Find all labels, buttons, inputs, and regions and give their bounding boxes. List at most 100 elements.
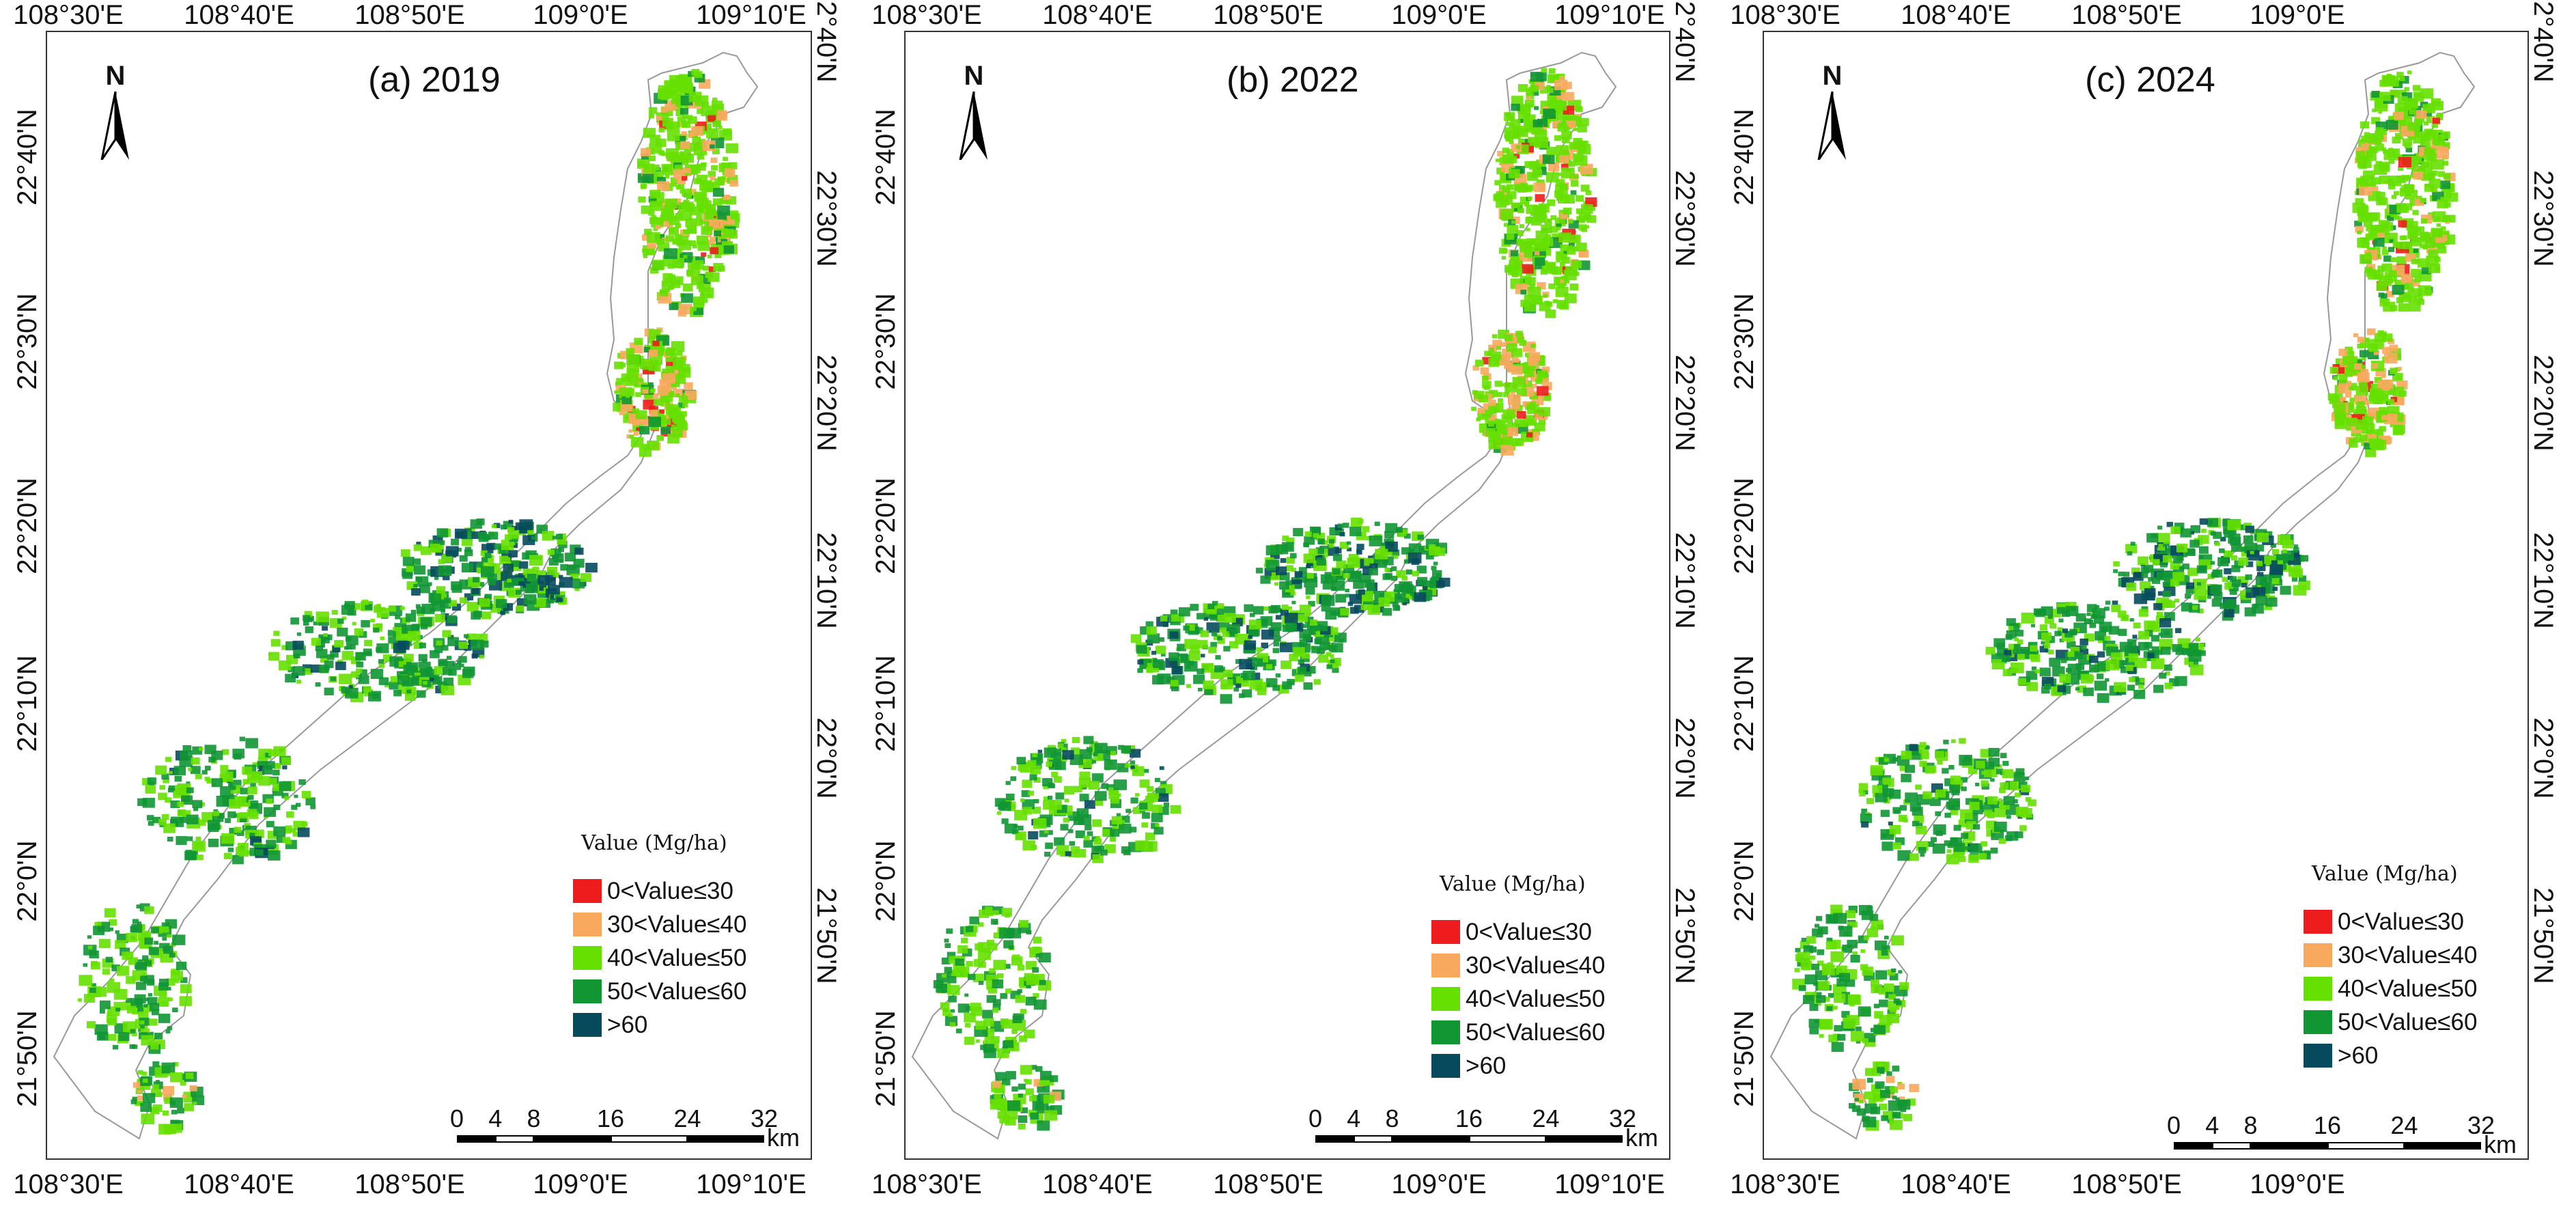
legend-item: 30<Value≤40 [1431, 949, 1605, 982]
legend-swatch [1431, 920, 1460, 944]
scale-label: 4 [488, 1104, 503, 1132]
lat-tick-label-right: 22°10'N [2528, 532, 2558, 629]
panel-title: (b) 2022 [1227, 60, 1359, 100]
scale-label: 8 [1385, 1104, 1399, 1132]
lon-tick-label-bottom: 108°30'E [871, 1169, 982, 1199]
lon-tick-label-top: 108°50'E [1213, 0, 1324, 30]
lon-tick-label-top: 108°50'E [354, 0, 465, 30]
legend-swatch [1431, 954, 1460, 977]
lon-tick-label-bottom: 108°30'E [13, 1169, 124, 1199]
legend-label: 40<Value≤50 [1466, 985, 1606, 1012]
lat-tick-label-right: 22°0'N [1670, 717, 1700, 799]
lon-tick-label-bottom: 109°0'E [1391, 1169, 1487, 1199]
legend-swatch [573, 1013, 602, 1037]
legend-swatch [573, 946, 602, 970]
lat-tick-label-right: 22°20'N [811, 354, 841, 451]
legend-title: Value (Mg/ha) [1440, 872, 1586, 896]
lon-tick-label-top: 109°0'E [533, 0, 628, 30]
legend-swatch [2304, 977, 2332, 1001]
lat-tick-label-right: 22°30'N [1670, 170, 1700, 267]
north-label: N [105, 61, 126, 91]
lon-tick-label-bottom: 109°10'E [696, 1169, 807, 1199]
legend-label: >60 [1466, 1052, 1507, 1079]
legend-title: Value (Mg/ha) [581, 831, 727, 855]
lat-tick-label-left: 22°30'N [12, 293, 42, 390]
scale-segment [457, 1135, 496, 1143]
scale-segment [687, 1135, 764, 1143]
lat-tick-label-right: 22°20'N [2528, 354, 2558, 451]
legend-swatch [1431, 1054, 1460, 1078]
legend-item: >60 [1431, 1049, 1605, 1083]
vegetation-pixels [1792, 70, 2458, 1131]
scale-segment [1354, 1135, 1392, 1143]
lat-tick-label-right: 22°40'N [811, 0, 841, 83]
scale-segment [1545, 1135, 1623, 1143]
legend: Value (Mg/ha) 0<Value≤30 30<Value≤40 40<Val… [573, 831, 746, 1042]
north-label: N [964, 61, 984, 91]
scale-segment [1392, 1135, 1469, 1143]
legend-label: 40<Value≤50 [2338, 975, 2478, 1002]
north-arrow-icon: N [953, 61, 994, 163]
legend-item: 40<Value≤50 [1431, 982, 1605, 1016]
lon-tick-label-top: 108°50'E [2071, 0, 2182, 30]
legend-swatch [1431, 1020, 1460, 1044]
lat-tick-label-right: 22°30'N [2528, 170, 2558, 267]
scale-unit: km [1625, 1124, 1658, 1152]
scale-label: 0 [449, 1104, 464, 1132]
scale-label: 32 [750, 1104, 779, 1132]
lat-tick-label-left: 22°10'N [12, 655, 42, 752]
lat-tick-label-right: 22°10'N [1670, 532, 1700, 629]
legend-swatch [2304, 1010, 2332, 1034]
legend-label: >60 [607, 1011, 648, 1038]
legend-item: 40<Value≤50 [573, 941, 746, 975]
lat-tick-label-left: 21°50'N [871, 1010, 901, 1107]
legend-swatch [2304, 1044, 2332, 1068]
lat-tick-label-right: 22°0'N [2528, 717, 2558, 799]
scale-label: 4 [1347, 1104, 1361, 1132]
legend-swatch [573, 979, 602, 1003]
scale-label: 24 [1532, 1104, 1560, 1132]
legend-item: 50<Value≤60 [573, 975, 746, 1008]
lat-tick-label-left: 22°40'N [12, 109, 42, 206]
lat-tick-label-right: 22°10'N [811, 532, 841, 629]
legend-item: 30<Value≤40 [2304, 938, 2477, 972]
lat-tick-label-right: 22°30'N [811, 170, 841, 267]
lon-tick-label-top: 108°30'E [871, 0, 982, 30]
lon-tick-label-bottom: 108°40'E [184, 1169, 294, 1199]
lat-tick-label-right: 21°50'N [811, 887, 841, 984]
legend-item: 0<Value≤30 [1431, 915, 1605, 949]
lat-tick-label-right: 22°0'N [811, 717, 841, 799]
biomass-map [911, 51, 1617, 1140]
map-frame: N (c) 2024 Value (Mg/ha) 0<Value≤30 30<Value… [1763, 31, 2529, 1160]
lat-tick-label-left: 22°0'N [871, 840, 901, 922]
scale-segment [2212, 1142, 2251, 1150]
biomass-map [1769, 51, 2476, 1140]
lon-tick-label-bottom: 109°10'E [1554, 1169, 1665, 1199]
vegetation-pixels [77, 69, 740, 1135]
scale-segment [495, 1135, 534, 1143]
legend-label: 30<Value≤40 [1466, 951, 1606, 979]
legend-label: 0<Value≤30 [2338, 908, 2464, 935]
scale-bar: 0 4 8 16 24 32 km [450, 1104, 800, 1158]
lon-tick-label-top: 108°40'E [1042, 0, 1153, 30]
scale-segment [611, 1135, 688, 1143]
lon-tick-label-bottom: 108°50'E [354, 1169, 465, 1199]
lat-tick-label-right: 21°50'N [2528, 887, 2558, 984]
scale-segment [2174, 1142, 2213, 1150]
legend-item: 50<Value≤60 [1431, 1016, 1605, 1049]
lon-tick-label-bottom: 109°0'E [533, 1169, 628, 1199]
scale-label: 24 [2390, 1111, 2418, 1139]
lon-tick-label-top: 109°10'E [696, 0, 807, 30]
legend-item: 30<Value≤40 [573, 908, 746, 941]
lon-tick-label-bottom: 108°50'E [2071, 1169, 2182, 1199]
scale-label: 8 [2243, 1111, 2258, 1139]
scale-label: 16 [596, 1104, 625, 1132]
vegetation-pixels [933, 68, 1597, 1131]
lat-tick-label-left: 22°20'N [871, 477, 901, 574]
legend-label: 40<Value≤50 [607, 944, 747, 971]
legend-item: >60 [573, 1008, 746, 1042]
scale-segment [2250, 1142, 2327, 1150]
lat-tick-label-right: 22°40'N [2528, 0, 2558, 83]
biomass-map [53, 51, 759, 1140]
lon-tick-label-bottom: 109°0'E [2250, 1169, 2345, 1199]
